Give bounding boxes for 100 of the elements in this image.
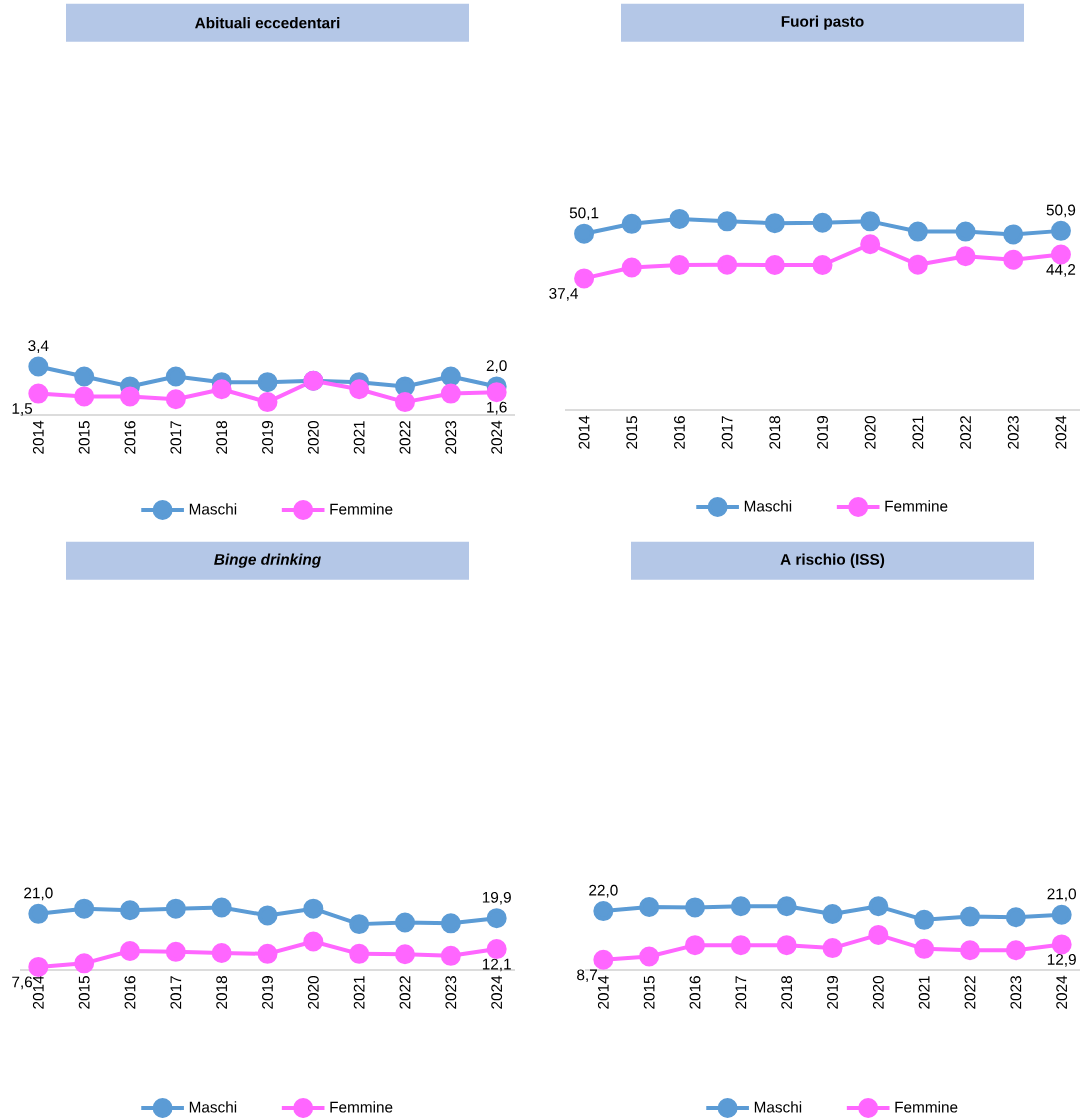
x-tick-label: 2020: [307, 975, 319, 1009]
point: [257, 905, 278, 926]
point: [165, 389, 186, 410]
point: [955, 221, 976, 242]
point: [822, 938, 843, 959]
point: [764, 255, 785, 276]
point: [621, 257, 642, 278]
x-tick-label: 2019: [262, 976, 273, 1009]
point: [28, 956, 49, 977]
x-tick-label: 2019: [817, 416, 828, 449]
point: [486, 908, 507, 929]
x-tick-label: 2022: [964, 976, 976, 1009]
point: [28, 356, 49, 377]
point: [639, 897, 660, 918]
point: [349, 379, 370, 400]
x-tick-label: 2014: [578, 415, 590, 449]
x-tick-label: 2016: [689, 976, 701, 1009]
point: [74, 953, 95, 974]
point: [303, 931, 324, 952]
data-label: 21,0: [1047, 888, 1076, 902]
x-tick-label: 2015: [626, 416, 638, 449]
point: [685, 935, 706, 956]
point: [914, 938, 935, 959]
point: [395, 912, 415, 933]
legend-label: Maschi: [744, 500, 792, 512]
point: [440, 945, 461, 966]
x-tick-label: 2024: [1055, 415, 1067, 449]
point: [165, 898, 186, 919]
point: [914, 909, 935, 930]
legend-label: Maschi: [754, 1101, 802, 1113]
point: [822, 904, 843, 924]
x-tick-label: 2021: [353, 976, 365, 1009]
x-tick-label: 2020: [864, 415, 876, 449]
point: [74, 898, 95, 919]
point: [776, 935, 797, 956]
point: [1051, 904, 1072, 925]
data-label: 8,7: [577, 969, 597, 983]
point: [907, 221, 928, 242]
legend-label: Femmine: [330, 1101, 393, 1113]
data-label: 50,9: [1046, 204, 1076, 218]
point: [486, 382, 507, 403]
x-tick-label: 2017: [170, 421, 182, 454]
x-tick-label: 2017: [170, 976, 182, 1009]
x-tick-label: 2015: [643, 976, 655, 1009]
x-tick-label: 2022: [399, 976, 411, 1009]
chart-title: A rischio (ISS): [780, 553, 885, 568]
x-tick-label: 2024: [1056, 975, 1068, 1009]
point: [717, 211, 738, 232]
x-tick-label: 2015: [78, 976, 90, 1009]
x-tick-label: 2016: [124, 421, 136, 454]
point: [349, 914, 370, 935]
point: [717, 254, 738, 275]
data-label: 1,5: [12, 403, 33, 416]
point: [395, 392, 415, 413]
point: [120, 900, 140, 921]
x-tick-label: 2022: [960, 416, 971, 449]
point: [74, 386, 95, 407]
point: [960, 906, 981, 927]
point: [120, 941, 140, 962]
x-tick-label: 2017: [721, 416, 733, 449]
x-tick-label: 2016: [674, 416, 685, 449]
point: [868, 896, 889, 917]
chart-title: Binge drinking: [214, 553, 321, 568]
legend-label: Femmine: [895, 1101, 958, 1113]
legend-label: Femmine: [885, 500, 948, 512]
point: [303, 898, 324, 919]
x-tick-label: 2014: [32, 975, 44, 1009]
point: [211, 897, 232, 918]
x-tick-label: 2017: [735, 976, 747, 1009]
point: [165, 366, 186, 387]
x-tick-label: 2023: [1007, 416, 1019, 449]
point: [669, 208, 690, 229]
point: [593, 901, 614, 922]
point: [440, 366, 461, 387]
point: [120, 386, 140, 407]
point: [165, 941, 186, 962]
point: [685, 897, 706, 918]
data-label: 50,1: [569, 207, 599, 221]
x-tick-label: 2018: [216, 421, 228, 454]
data-label: 2,0: [486, 360, 507, 373]
point: [669, 255, 690, 276]
data-label: 3,4: [28, 340, 49, 353]
point: [639, 946, 660, 967]
x-tick-label: 2023: [1010, 976, 1022, 1009]
point: [730, 935, 751, 956]
point: [1003, 249, 1024, 270]
point: [960, 940, 981, 961]
x-tick-label: 2023: [445, 421, 457, 454]
point: [28, 903, 49, 924]
point: [395, 376, 415, 397]
chart-title: Abituali eccedentari: [195, 17, 340, 29]
point: [1050, 244, 1071, 265]
legend-label: Femmine: [330, 503, 393, 515]
data-label: 12,1: [482, 958, 511, 972]
x-tick-label: 2024: [491, 975, 503, 1009]
data-label: 19,9: [482, 891, 511, 905]
x-tick-label: 2024: [491, 420, 503, 454]
point: [257, 392, 278, 413]
point: [621, 213, 642, 234]
data-label: 22,0: [589, 884, 618, 898]
